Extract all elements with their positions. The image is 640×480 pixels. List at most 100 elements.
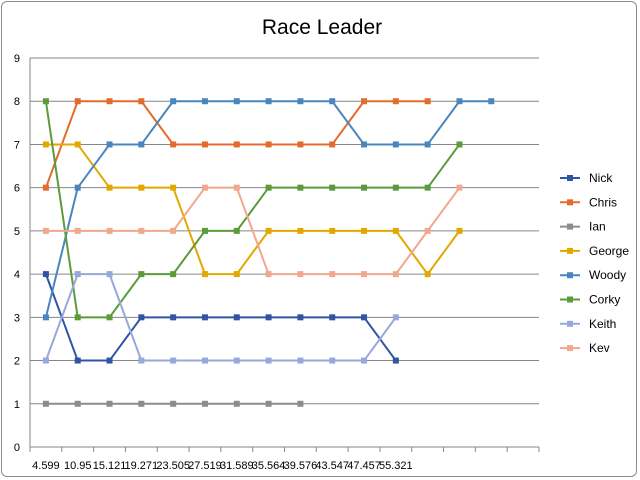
y-tick-label: 8 [14,96,20,108]
point-george [138,184,145,191]
y-tick-label: 6 [14,183,20,195]
legend-label: Corky [589,293,620,307]
legend-item-nick: Nick [560,171,613,185]
point-corky [74,314,81,321]
legend-label: Keith [589,317,616,331]
point-ian [42,400,49,407]
point-corky [138,271,145,278]
legend-marker [567,272,573,279]
y-tick-label: 7 [14,139,20,151]
point-keith [201,357,208,364]
point-keith [74,271,81,278]
point-woody [424,141,431,148]
point-nick [170,314,177,321]
point-kev [74,227,81,234]
point-kev [329,271,336,278]
legend-label: George [589,244,629,258]
y-tick-label: 4 [14,269,20,281]
point-george [329,227,336,234]
point-chris [392,98,399,105]
y-tick-label: 1 [14,399,20,411]
point-nick [297,314,304,321]
point-kev [170,227,177,234]
point-chris [170,141,177,148]
axes: 0 1 2 3 4 5 6 7 8 9 4.599 10.95 15.12119.27123.50527… [14,53,540,472]
point-woody [74,184,81,191]
legend: Nick Chris Ian George Woody Corky Keith Kev [560,171,629,355]
point-woody [170,98,177,105]
series-line-corky [44,101,461,319]
point-corky [106,314,113,321]
x-tick-label: 19.271 [125,460,159,472]
point-george [170,184,177,191]
point-corky [456,141,463,148]
series-line-kev [45,186,461,276]
point-kev [201,184,208,191]
point-george [424,271,431,278]
point-woody [361,141,368,148]
point-corky [297,184,304,191]
legend-marker [567,345,573,352]
point-kev [424,227,431,234]
point-keith [329,357,336,364]
point-woody [329,98,336,105]
x-tick-label: 43.547 [315,460,349,472]
point-george [456,227,463,234]
point-keith [265,357,272,364]
point-chris [201,141,208,148]
point-chris [265,141,272,148]
series-line-nick [44,273,397,362]
y-tick-label: 2 [14,356,20,368]
point-kev [456,184,463,191]
point-george [201,271,208,278]
x-tick-label: 15.121 [93,460,127,472]
legend-marker [567,175,573,181]
point-chris [106,98,113,105]
point-woody [233,98,240,105]
series-keith [42,271,399,364]
point-ian [233,400,240,407]
series-line-george [45,143,461,276]
point-corky [392,184,399,191]
legend-label: Kev [589,341,610,355]
point-woody [138,141,145,148]
point-nick [74,357,81,364]
point-george [361,227,368,234]
point-george [74,141,81,148]
point-chris [329,141,336,148]
y-tick-label: 5 [14,226,20,238]
point-george [106,184,113,191]
x-tick-label: 55.321 [379,460,413,472]
point-corky [201,227,208,234]
point-keith [297,357,304,364]
x-tick-label: 27.519 [188,460,222,472]
point-woody [488,98,495,105]
point-ian [170,400,177,407]
y-tick-label: 0 [14,442,20,454]
series-line-keith [44,273,397,362]
point-kev [265,271,272,278]
point-woody [201,98,208,105]
legend-item-kev: Kev [560,341,610,355]
point-george [233,271,240,278]
legend-item-woody: Woody [560,268,626,282]
x-tick-label: 39.576 [284,460,318,472]
series-woody [42,98,495,321]
legend-label: Woody [589,268,626,282]
point-woody [392,141,399,148]
point-keith [361,357,368,364]
legend-label: Chris [589,195,617,209]
point-george [42,141,49,148]
legend-item-keith: Keith [560,317,616,331]
x-tick-label: 35.564 [252,460,286,472]
point-george [265,227,272,234]
legend-marker [567,247,573,254]
point-keith [392,314,399,321]
legend-label: Nick [589,171,613,185]
legend-marker [567,199,573,206]
point-nick [392,357,399,364]
point-woody [456,98,463,105]
x-tick-label: 31.589 [220,460,254,472]
legend-item-corky: Corky [560,293,620,307]
point-nick [265,314,272,321]
